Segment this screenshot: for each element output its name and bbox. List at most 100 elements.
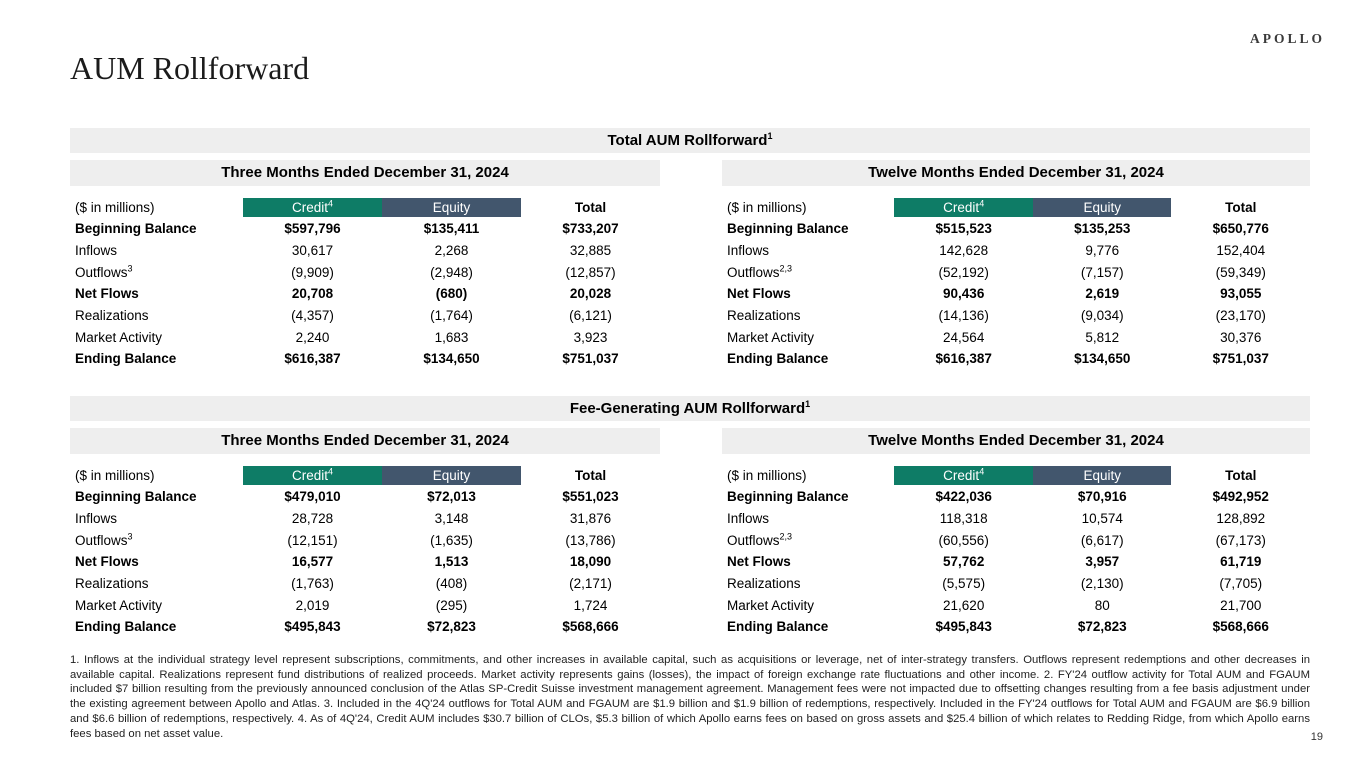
cell-value: 3,957: [1085, 554, 1120, 570]
tables-row: ($ in millions) Credit4 Equity Total Beginni…: [70, 196, 1310, 376]
row-label-text: Market Activity: [727, 329, 815, 345]
unit-label: ($ in millions): [75, 199, 155, 215]
cell-value: 1,724: [573, 597, 608, 613]
unit-label: ($ in millions): [727, 199, 807, 215]
cell-value: 142,628: [939, 243, 989, 259]
cell-value: $568,666: [1212, 619, 1269, 635]
section-title: Total AUM Rollforward: [607, 132, 768, 149]
row-label: Net Flows: [722, 554, 894, 569]
column-header-total: Total: [1171, 198, 1310, 217]
column-header-credit: Credit4: [243, 465, 382, 485]
row-label-text: Realizations: [727, 308, 801, 324]
cell-value: $515,523: [935, 221, 992, 237]
row-label: Inflows: [722, 243, 894, 258]
table-row: Inflows 30,617 2,268 32,885: [70, 240, 660, 262]
cell-value: 21,700: [1220, 597, 1262, 613]
cell-value: $495,843: [284, 619, 341, 635]
table-row: Ending Balance $495,843 $72,823 $568,666: [70, 616, 660, 638]
row-label: Beginning Balance: [70, 221, 243, 236]
column-label: Credit: [291, 199, 328, 215]
column-header-equity: Equity: [382, 465, 521, 485]
cell-value: (5,575): [942, 576, 986, 592]
aum-table: ($ in millions) Credit4 Equity Total Beginni…: [70, 196, 660, 370]
table-row: Realizations (4,357) (1,764) (6,121): [70, 305, 660, 327]
cell-value: (408): [435, 576, 468, 592]
column-label: Credit: [943, 467, 980, 483]
column-header-total: Total: [521, 198, 660, 217]
table-row: Beginning Balance $515,523 $135,253 $650,77…: [722, 218, 1310, 240]
column-label: Total: [574, 467, 607, 483]
cell-value: 31,876: [569, 511, 612, 527]
column-header-credit: Credit4: [894, 465, 1033, 485]
column-header-credit: Credit4: [894, 197, 1033, 217]
cell-value: (1,763): [291, 576, 334, 592]
cell-value: 30,376: [1220, 329, 1262, 345]
cell-value: 18,090: [569, 554, 612, 570]
column-label: Total: [1225, 199, 1257, 215]
row-label-text: Net Flows: [75, 554, 139, 570]
period-headers: Three Months Ended December 31, 2024 Twel…: [70, 428, 1310, 454]
row-label-text: Net Flows: [727, 286, 791, 302]
row-label: Outflows3: [70, 532, 243, 548]
cell-value: 2,268: [434, 243, 469, 259]
column-label: Total: [1225, 467, 1257, 483]
cell-value: (2,948): [430, 264, 473, 280]
cell-value: (2,171): [569, 576, 612, 592]
cell-value: (67,173): [1215, 532, 1266, 548]
section-title-bar: Fee-Generating AUM Rollforward1: [70, 396, 1310, 421]
cell-value: (4,357): [291, 308, 334, 324]
cell-value: 9,776: [1085, 243, 1120, 259]
cell-value: $479,010: [284, 489, 341, 505]
cell-value: $135,253: [1074, 221, 1131, 237]
cell-value: 3,148: [434, 511, 469, 527]
table-row: Market Activity 2,240 1,683 3,923: [70, 326, 660, 348]
row-label: Realizations: [722, 576, 894, 591]
cell-value: 90,436: [943, 286, 985, 302]
cell-value: 32,885: [569, 243, 612, 259]
cell-value: $751,037: [562, 351, 619, 367]
cell-value: $422,036: [935, 489, 992, 505]
cell-value: (2,130): [1080, 576, 1124, 592]
unit-label: ($ in millions): [75, 467, 155, 483]
column-label: Equity: [432, 199, 471, 215]
cell-value: 24,564: [943, 329, 985, 345]
cell-value: (1,764): [430, 308, 473, 324]
cell-value: 61,719: [1220, 554, 1262, 570]
column-header-equity: Equity: [1032, 197, 1172, 217]
column-header-equity: Equity: [1032, 465, 1172, 485]
section-title-bar: Total AUM Rollforward1: [70, 128, 1310, 153]
row-label-superscript: 2,3: [779, 263, 793, 274]
table-row: Market Activity 2,019 (295) 1,724: [70, 594, 660, 616]
table-header-row: ($ in millions) Credit4 Equity Total: [70, 464, 660, 486]
cell-value: $616,387: [935, 351, 992, 367]
cell-value: (52,192): [938, 264, 989, 280]
cell-value: 93,055: [1220, 286, 1262, 302]
row-label-superscript: 2,3: [779, 531, 793, 542]
table-row: Beginning Balance $597,796 $135,411 $733,20…: [70, 218, 660, 240]
cell-value: 118,318: [939, 511, 988, 527]
cell-value: 21,620: [943, 597, 985, 613]
table-row: Inflows 118,318 10,574 128,892: [722, 508, 1310, 530]
period-header: Twelve Months Ended December 31, 2024: [722, 160, 1310, 186]
table-row: Ending Balance $616,387 $134,650 $751,037: [722, 348, 1310, 370]
table-row: Market Activity 21,620 80 21,700: [722, 594, 1310, 616]
period-header: Three Months Ended December 31, 2024: [70, 428, 660, 454]
cell-value: (23,170): [1215, 308, 1266, 324]
table-header-row: ($ in millions) Credit4 Equity Total: [722, 196, 1310, 218]
cell-value: $733,207: [562, 221, 619, 237]
period-headers: Three Months Ended December 31, 2024 Twel…: [70, 160, 1310, 186]
cell-value: (12,857): [565, 264, 616, 280]
cell-value: (6,121): [569, 308, 612, 324]
row-label-text: Realizations: [75, 308, 149, 324]
section-title-superscript: 1: [767, 131, 773, 141]
column-header-total: Total: [1171, 466, 1310, 485]
row-label: Outflows3: [70, 264, 243, 280]
row-label-text: Beginning Balance: [75, 489, 197, 505]
table-row: Beginning Balance $479,010 $72,013 $551,023: [70, 486, 660, 508]
row-label-text: Inflows: [727, 243, 770, 259]
row-label-text: Market Activity: [75, 597, 163, 613]
cell-value: (60,556): [938, 532, 989, 548]
row-label-text: Ending Balance: [727, 351, 829, 367]
row-label-text: Outflows: [75, 532, 128, 548]
table-row: Net Flows 57,762 3,957 61,719: [722, 551, 1310, 573]
